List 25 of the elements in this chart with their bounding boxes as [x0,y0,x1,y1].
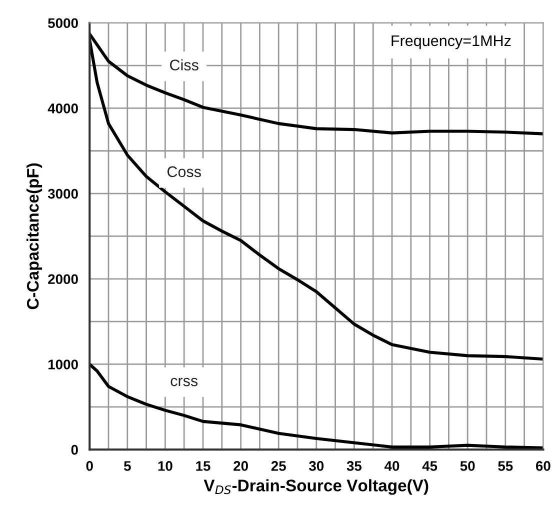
annotation: Frequency=1MHz [392,36,511,50]
x-tick-label: 35 [346,461,362,471]
y-tick-label: 4000 [48,104,78,114]
series-label: Ciss [170,59,198,70]
x-tick-label: 60 [536,461,550,471]
x-tick-label: 15 [196,461,210,471]
series-label: crss [170,378,198,386]
x-tick-label: 30 [308,461,324,471]
x-tick-label: 0 [86,461,93,471]
x-tick-label: 50 [460,461,475,471]
x-axis-title: V$_{DS}$-Drain-Source Voltage(V) [204,479,428,495]
y-tick-label: 1000 [48,360,78,370]
x-tick-label: 45 [422,461,438,471]
x-tick-label: 25 [271,461,286,471]
x-tick-label: 40 [384,461,400,471]
y-tick-label: 0 [71,444,78,455]
x-tick-label: 55 [498,461,513,471]
x-tick-label: 5 [124,461,131,471]
series-label: Coss [167,166,201,178]
y-tick-label: 5000 [48,18,78,28]
x-tick-label: 20 [234,461,248,471]
y-axis-title: C-Capacitance(pF) [26,163,42,310]
x-tick-label: 10 [158,461,172,471]
y-tick-label: 3000 [48,188,78,199]
y-tick-label: 2000 [48,274,78,284]
